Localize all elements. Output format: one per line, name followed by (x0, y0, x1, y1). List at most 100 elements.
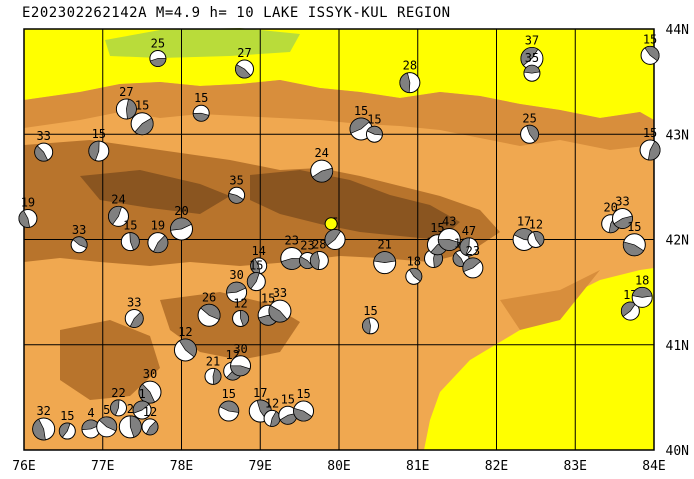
compressional-quadrant (18, 210, 31, 228)
depth-label: 25 (151, 36, 165, 50)
compressional-quadrant (126, 98, 137, 120)
focal-mechanism[interactable]: 32 (32, 404, 56, 441)
focal-mechanism[interactable]: 15 (246, 259, 266, 292)
focal-mechanism[interactable]: 47 (459, 224, 479, 257)
depth-label: 30 (143, 367, 157, 381)
focal-mechanism[interactable]: 25 (149, 36, 167, 67)
focal-mechanism[interactable]: 33 (70, 223, 88, 254)
focal-mechanism[interactable]: 15 (362, 304, 379, 335)
focal-mechanism[interactable]: 15 (218, 387, 240, 422)
compressional-quadrant (72, 236, 88, 249)
compressional-quadrant (293, 407, 313, 422)
focal-mechanism[interactable]: 15 (278, 392, 298, 425)
focal-mechanism[interactable]: 5 (96, 403, 118, 438)
focal-mechanism[interactable]: 33 (612, 194, 633, 229)
depth-label: 21 (377, 238, 391, 252)
compressional-quadrant (408, 267, 423, 282)
compressional-quadrant (239, 310, 249, 327)
compressional-quadrant (520, 47, 539, 66)
compressional-quadrant (34, 145, 49, 162)
focal-mechanism[interactable]: 15 (365, 112, 383, 143)
focal-mechanism[interactable]: 28 (309, 238, 329, 271)
longitude-label: 79E (249, 459, 272, 474)
focal-mechanism[interactable]: 18 (631, 273, 653, 308)
depth-label: 23 (300, 239, 314, 253)
southwest-ridges (60, 320, 160, 400)
focal-mechanism[interactable]: 14 (250, 244, 268, 275)
depth-label: 15 (60, 409, 74, 423)
focal-mechanism[interactable]: 12 (232, 296, 250, 327)
focal-mechanism[interactable]: 15 (120, 219, 140, 252)
focal-mechanism[interactable]: 24 (108, 192, 129, 227)
focal-mechanism[interactable]: 26 (197, 290, 221, 327)
depth-label: 28 (312, 238, 326, 252)
focal-mechanism[interactable]: 30 (230, 342, 252, 377)
compressional-quadrant (132, 400, 150, 414)
focal-mechanism[interactable]: 12 (527, 218, 545, 248)
focal-mechanism[interactable]: 35 (523, 51, 541, 82)
focal-mechanism[interactable]: 15 (130, 99, 154, 136)
compressional-quadrant (219, 400, 240, 413)
focal-mechanism[interactable]: 20 (170, 204, 193, 241)
compressional-quadrant (129, 232, 140, 251)
longitude-label: 83E (564, 459, 587, 474)
focal-mechanism[interactable]: 19 (147, 219, 169, 254)
focal-mechanism[interactable]: 18 (405, 254, 423, 285)
focal-mechanism[interactable]: 12 (263, 396, 281, 427)
depth-label: 30 (229, 268, 243, 282)
focal-mechanism[interactable]: 37 (520, 33, 544, 70)
depth-label: 17 (253, 386, 267, 400)
depth-label: 21 (206, 354, 220, 368)
focal-mechanism[interactable]: 27 (115, 85, 137, 120)
focal-mechanism[interactable]: 21 (204, 354, 222, 385)
focal-mechanism[interactable]: 22 (110, 386, 127, 417)
compressional-quadrant (631, 287, 653, 298)
focal-mechanism[interactable]: 12 (141, 405, 159, 436)
focal-mechanism[interactable]: 24 (310, 146, 334, 183)
focal-mechanism[interactable]: 43 (437, 215, 461, 251)
compressional-quadrant (309, 251, 320, 270)
focal-mechanism[interactable]: 21 (373, 238, 397, 275)
frame-border (23, 28, 655, 451)
focal-mechanism[interactable]: 15 (622, 220, 646, 257)
focal-mechanism[interactable]: 30 (226, 268, 248, 303)
focal-mechanism[interactable]: 15 (639, 126, 661, 161)
focal-mechanism[interactable]: 27 (235, 46, 254, 79)
focal-mechanism[interactable]: 12 (173, 325, 197, 362)
depth-label: 15 (249, 259, 263, 273)
compressional-quadrant (110, 399, 120, 416)
compressional-quadrant (526, 124, 539, 142)
focal-mechanism[interactable]: 15 (192, 91, 210, 122)
focal-mechanism[interactable]: 2 (118, 402, 142, 439)
depth-label: 12 (233, 296, 247, 310)
focal-mechanism[interactable]: 15 (88, 127, 110, 162)
focal-mechanism[interactable]: 25 (520, 111, 540, 144)
depth-label: 24 (111, 192, 125, 206)
compressional-quadrant (98, 416, 117, 432)
compressional-quadrant (129, 311, 144, 328)
compressional-quadrant (145, 420, 159, 436)
focal-mechanism[interactable]: 35 (228, 173, 246, 204)
focal-mechanism[interactable]: 15 (640, 32, 660, 65)
event-epicenter-marker[interactable] (324, 217, 338, 231)
focal-mechanism[interactable]: 15 (58, 409, 76, 440)
focal-mechanism[interactable]: 23 (280, 233, 304, 270)
focal-mechanism[interactable]: 33 (124, 295, 144, 328)
western-ridges (80, 170, 230, 214)
focal-mechanism[interactable]: 28 (399, 59, 421, 94)
focal-mechanism[interactable]: 30 (138, 367, 162, 404)
compressional-quadrant (269, 411, 281, 427)
focal-mechanism[interactable]: 33 (34, 129, 54, 162)
depth-label: 18 (407, 254, 421, 268)
focal-mechanism[interactable]: 1 (132, 387, 152, 420)
focal-mechanism[interactable]: 33 (268, 286, 292, 323)
focal-mechanism[interactable]: 23 (462, 244, 484, 279)
focal-mechanism[interactable]: 19 (18, 195, 38, 228)
focal-mechanism[interactable]: 15 (293, 387, 315, 422)
depth-label: 33 (273, 286, 287, 300)
compressional-quadrant (362, 317, 371, 335)
southern-foothills (300, 420, 424, 450)
depth-label: 1 (139, 387, 146, 401)
